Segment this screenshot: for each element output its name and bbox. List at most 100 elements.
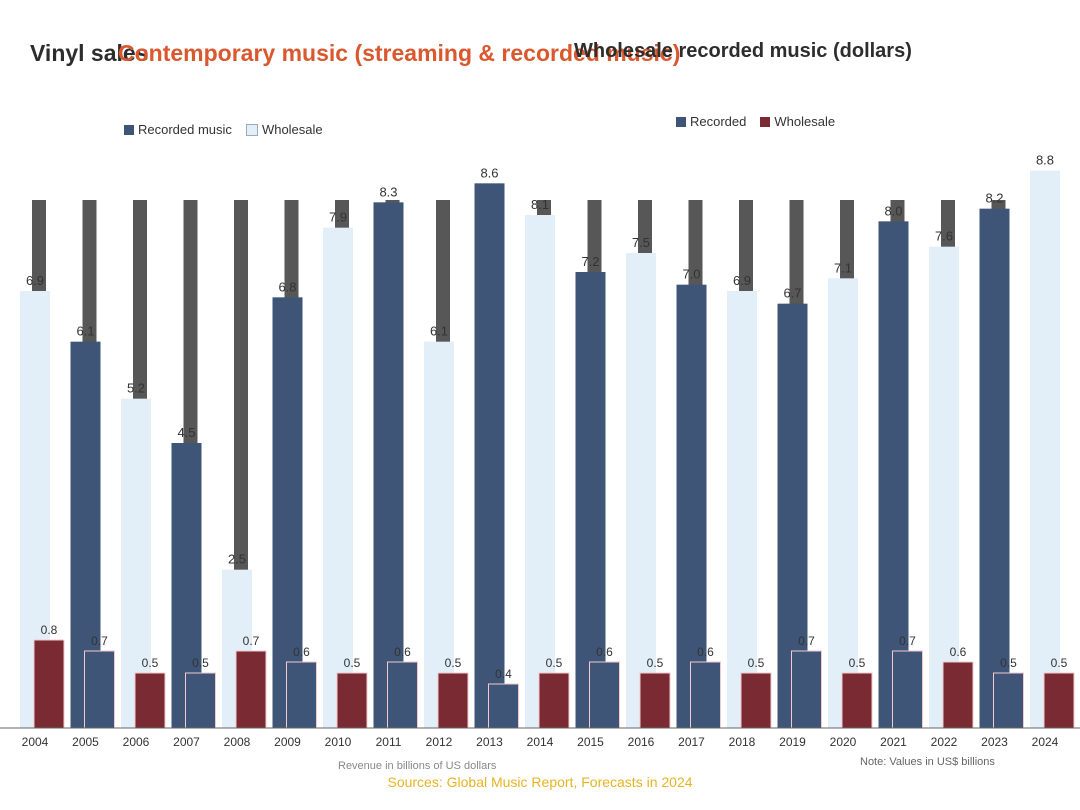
- data-label-recorded-2019: 6.7: [783, 286, 801, 301]
- legend-swatch: [676, 116, 686, 127]
- x-tick-label: 2018: [729, 735, 756, 749]
- data-label-recorded-2023: 8.2: [985, 191, 1003, 206]
- x-tick-label: 2019: [779, 735, 806, 749]
- x-tick-label: 2009: [274, 735, 301, 749]
- bar-recorded-2024: [1030, 170, 1060, 728]
- x-tick-label: 2013: [476, 735, 503, 749]
- legend-label: Wholesale: [261, 122, 323, 137]
- bar-recorded-2015: [575, 272, 606, 728]
- x-tick-label: 2007: [173, 735, 200, 749]
- data-label-recorded-2008: 2.5: [228, 552, 246, 567]
- bar-recorded-2011: [373, 202, 404, 729]
- data-label-wholesale-2014: 0.5: [546, 656, 563, 670]
- bar-wholesale-2015: [589, 661, 620, 729]
- x-tick-label: 2024: [1032, 735, 1059, 749]
- x-tick-label: 2023: [981, 735, 1008, 749]
- bar-recorded-2016: [626, 253, 656, 728]
- bar-recorded-2014: [525, 215, 555, 728]
- data-label-wholesale-2016: 0.5: [647, 656, 664, 670]
- bar-recorded-2009: [272, 297, 303, 728]
- x-tick-label: 2017: [678, 735, 705, 749]
- legend-left: Recorded music Wholesale: [124, 122, 323, 137]
- data-label-wholesale-2019: 0.7: [798, 634, 815, 648]
- source-note: Sources: Global Music Report, Forecasts …: [387, 774, 693, 790]
- bar-wholesale-2012: [437, 672, 469, 729]
- chart-title-right: Wholesale recorded music (dollars): [574, 40, 912, 62]
- data-label-wholesale-2008: 0.7: [243, 634, 260, 648]
- bar-wholesale-2008: [235, 650, 267, 729]
- bar-recorded-2021: [878, 221, 909, 729]
- data-label-wholesale-2020: 0.5: [849, 656, 866, 670]
- legend-item-wholesale-right: Wholesale: [760, 114, 835, 129]
- data-label-wholesale-2005: 0.7: [91, 634, 108, 648]
- x-tick-label: 2005: [72, 735, 99, 749]
- bar-wholesale-2010: [336, 672, 368, 729]
- bar-wholesale-2006: [134, 672, 166, 729]
- bar-recorded-2018: [727, 291, 757, 728]
- data-label-recorded-2004: 6.9: [26, 273, 44, 288]
- x-tick-label: 2010: [325, 735, 352, 749]
- data-label-recorded-2020: 7.1: [834, 260, 852, 275]
- bar-recorded-2013: [474, 183, 505, 729]
- legend-swatch: [245, 123, 258, 136]
- bar-wholesale-2022: [942, 661, 974, 729]
- legend-label: Recorded music: [138, 122, 232, 137]
- data-label-recorded-2014: 8.1: [531, 197, 549, 212]
- data-label-wholesale-2022: 0.6: [950, 645, 967, 659]
- bar-wholesale-2016: [639, 672, 671, 729]
- bar-wholesale-2013: [488, 683, 519, 729]
- bar-wholesale-2004: [33, 639, 65, 729]
- chart-title-accent: Contemporary music (streaming & recorded…: [118, 40, 681, 66]
- data-label-wholesale-2021: 0.7: [899, 634, 916, 648]
- x-tick-label: 2008: [224, 735, 251, 749]
- data-label-recorded-2021: 8.0: [884, 203, 902, 218]
- data-label-wholesale-2023: 0.5: [1000, 656, 1017, 670]
- legend-right: Recorded Wholesale: [676, 114, 835, 129]
- bar-wholesale-2014: [538, 672, 570, 729]
- legend-label: Recorded: [690, 114, 747, 129]
- data-label-wholesale-2006: 0.5: [142, 656, 159, 670]
- bar-recorded-2022: [929, 246, 959, 728]
- legend-label: Wholesale: [774, 114, 836, 129]
- data-label-wholesale-2009: 0.6: [293, 645, 310, 659]
- x-tick-label: 2006: [123, 735, 150, 749]
- data-label-recorded-2007: 4.5: [177, 425, 195, 440]
- bar-wholesale-2019: [791, 650, 822, 729]
- data-label-wholesale-2018: 0.5: [748, 656, 765, 670]
- data-label-recorded-2012: 6.1: [430, 324, 448, 339]
- x-tick-label: 2012: [426, 735, 453, 749]
- x-tick-label: 2004: [22, 735, 49, 749]
- data-label-wholesale-2017: 0.6: [697, 645, 714, 659]
- data-label-recorded-2022: 7.6: [935, 229, 953, 244]
- x-tick-label: 2022: [931, 735, 958, 749]
- bar-wholesale-2018: [740, 672, 772, 729]
- bar-wholesale-2020: [841, 672, 873, 729]
- x-tick-label: 2016: [628, 735, 655, 749]
- data-label-recorded-2018: 6.9: [733, 273, 751, 288]
- data-label-recorded-2017: 7.0: [682, 267, 700, 282]
- data-label-recorded-2016: 7.5: [632, 235, 650, 250]
- bar-recorded-2020: [828, 278, 858, 728]
- data-label-wholesale-2011: 0.6: [394, 645, 411, 659]
- footnote: Note: Values in US$ billions: [860, 756, 995, 768]
- legend-swatch: [124, 124, 134, 135]
- x-tick-label: 2021: [880, 735, 907, 749]
- bar-wholesale-2024: [1043, 672, 1075, 729]
- data-label-recorded-2015: 7.2: [581, 254, 599, 269]
- data-label-recorded-2005: 6.1: [76, 324, 94, 339]
- legend-item-recorded-right: Recorded: [676, 114, 746, 129]
- x-tick-label: 2011: [376, 735, 402, 749]
- data-label-recorded-2010: 7.9: [329, 210, 347, 225]
- x-tick-label: 2014: [527, 735, 554, 749]
- bar-wholesale-2017: [690, 661, 721, 729]
- data-label-wholesale-2010: 0.5: [344, 656, 361, 670]
- bar-recorded-2010: [323, 227, 353, 728]
- data-label-recorded-2009: 6.8: [278, 279, 296, 294]
- sub-note: Revenue in billions of US dollars: [338, 760, 497, 772]
- bar-recorded-2012: [424, 341, 454, 728]
- data-label-wholesale-2007: 0.5: [192, 656, 209, 670]
- data-label-recorded-2011: 8.3: [379, 184, 397, 199]
- data-label-wholesale-2015: 0.6: [596, 645, 613, 659]
- x-tick-label: 2020: [830, 735, 857, 749]
